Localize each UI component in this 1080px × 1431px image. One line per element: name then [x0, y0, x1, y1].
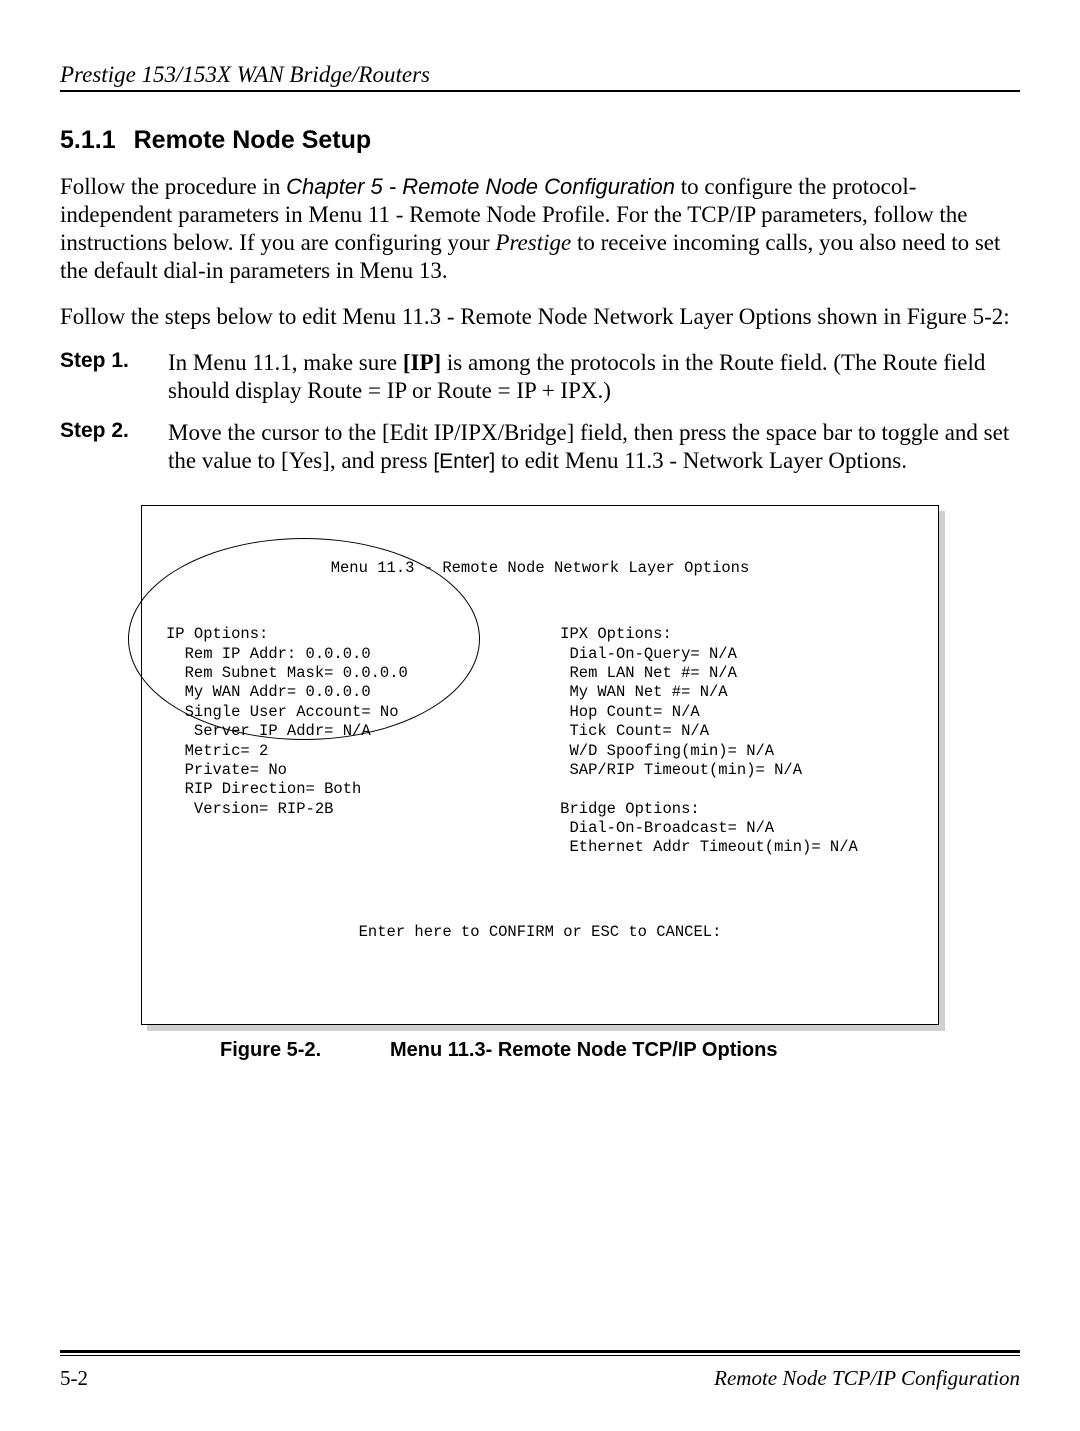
figure-number: Figure 5-2. — [220, 1039, 390, 1062]
step1-pre: In Menu 11.1, make sure — [168, 350, 403, 375]
figure-title: Menu 11.3- Remote Node TCP/IP Options — [390, 1039, 777, 1061]
step-row: Step 2. Move the cursor to the [Edit IP/… — [60, 419, 1020, 475]
footer-rule-heavy — [60, 1350, 1020, 1353]
footer-section-title: Remote Node TCP/IP Configuration — [714, 1366, 1020, 1391]
terminal-title: Menu 11.3 - Remote Node Network Layer Op… — [156, 559, 924, 578]
step1-bold: [IP] — [403, 350, 441, 375]
terminal-box: Menu 11.3 - Remote Node Network Layer Op… — [141, 505, 939, 1025]
figure-caption: Figure 5-2.Menu 11.3- Remote Node TCP/IP… — [220, 1039, 1020, 1062]
section-title: Remote Node Setup — [134, 126, 372, 154]
footer-rule-light — [60, 1355, 1020, 1356]
step-label: Step 1. — [60, 349, 168, 405]
section-number: 5.1.1 — [60, 126, 116, 154]
para1-a: Follow the procedure in — [60, 174, 286, 199]
chapter-reference: Chapter 5 - Remote Node Configuration — [286, 174, 675, 199]
page: Prestige 153/153X WAN Bridge/Routers 5.1… — [0, 0, 1080, 1431]
page-header: Prestige 153/153X WAN Bridge/Routers — [60, 62, 1020, 92]
step-row: Step 1. In Menu 11.1, make sure [IP] is … — [60, 349, 1020, 405]
step2-post: to edit Menu 11.3 - Network Layer Option… — [495, 448, 907, 473]
terminal-columns: IP Options: Rem IP Addr: 0.0.0.0 Rem Sub… — [156, 625, 924, 858]
para2-text: Follow the steps below to edit Menu 11.3… — [60, 304, 1010, 329]
footer-line: 5-2 Remote Node TCP/IP Configuration — [60, 1366, 1020, 1391]
step-label: Step 2. — [60, 419, 168, 475]
terminal-screenshot: Menu 11.3 - Remote Node Network Layer Op… — [141, 505, 939, 1025]
product-name: Prestige — [495, 230, 571, 255]
header-title: Prestige 153/153X WAN Bridge/Routers — [60, 62, 430, 87]
page-number: 5-2 — [60, 1366, 88, 1391]
step2-key: [Enter] — [433, 450, 495, 473]
paragraph-1: Follow the procedure in Chapter 5 - Remo… — [60, 173, 1020, 285]
step-text: In Menu 11.1, make sure [IP] is among th… — [168, 349, 1020, 405]
paragraph-2: Follow the steps below to edit Menu 11.3… — [60, 303, 1020, 331]
ipx-bridge-options-column: IPX Options: Dial-On-Query= N/A Rem LAN … — [560, 625, 924, 858]
step-text: Move the cursor to the [Edit IP/IPX/Brid… — [168, 419, 1020, 475]
section-heading: 5.1.1 Remote Node Setup — [60, 126, 1020, 155]
page-footer: 5-2 Remote Node TCP/IP Configuration — [60, 1342, 1020, 1391]
steps-list: Step 1. In Menu 11.1, make sure [IP] is … — [60, 349, 1020, 475]
ip-options-column: IP Options: Rem IP Addr: 0.0.0.0 Rem Sub… — [156, 625, 560, 858]
terminal-footer: Enter here to CONFIRM or ESC to CANCEL: — [156, 923, 924, 942]
